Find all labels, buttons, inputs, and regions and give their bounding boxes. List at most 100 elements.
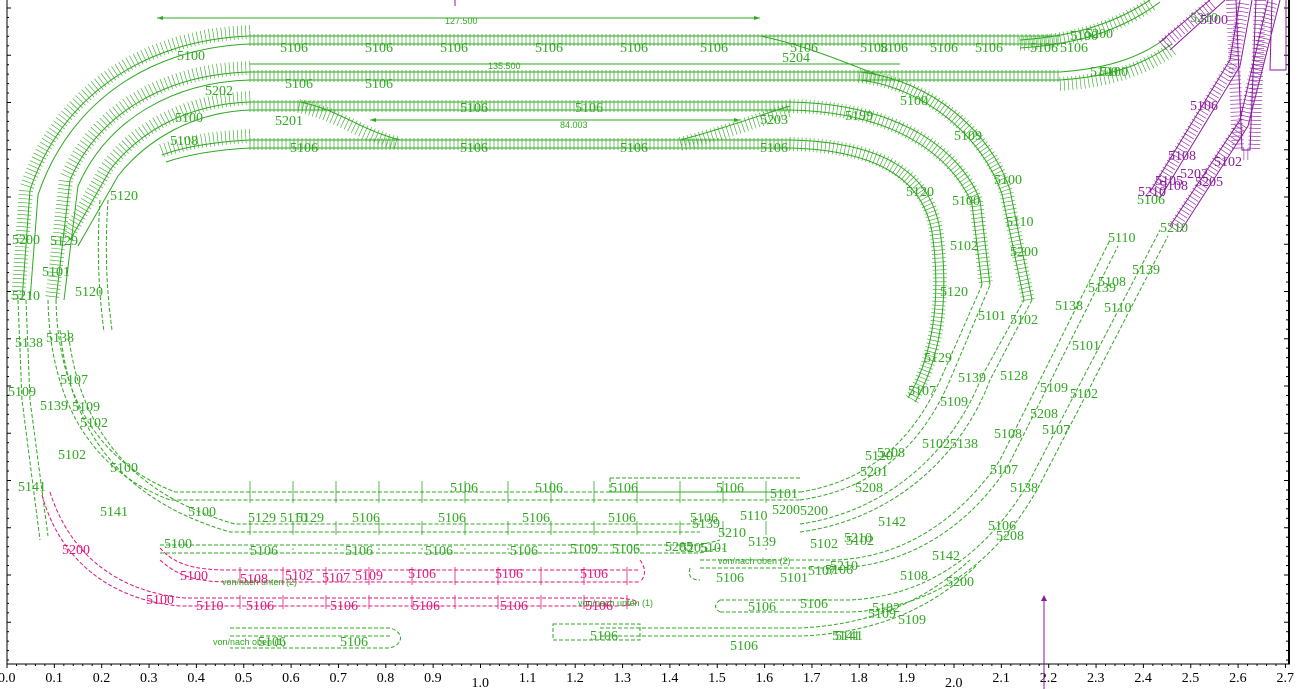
part-number-label: 5106: [825, 563, 853, 578]
part-number-label: 5202: [1180, 167, 1208, 182]
part-number-label: 5106: [285, 77, 313, 92]
part-number-label: 5102: [950, 239, 978, 254]
part-number-label: 5100: [164, 537, 192, 552]
part-number-label: 5100: [146, 593, 174, 608]
part-number-label: 5102: [58, 448, 86, 463]
part-number-label: 5141: [832, 629, 860, 644]
x-axis-tick-label: 2.5: [1182, 671, 1200, 686]
part-number-label: 5139: [1088, 281, 1116, 296]
lower-level-tracks: [17, 199, 1169, 649]
part-number-label: 5106: [620, 41, 648, 56]
x-axis-tick-label: 0.1: [45, 671, 63, 686]
part-number-label: 5106: [522, 511, 550, 526]
part-number-label: 5106: [716, 481, 744, 496]
part-number-label: 5120: [110, 189, 138, 204]
part-number-label: 5110: [1104, 301, 1131, 316]
part-number-label: 5108: [170, 134, 198, 149]
x-axis-tick-label: 2.0: [945, 676, 963, 689]
part-number-label: 5208: [877, 446, 905, 461]
part-number-label: 5102: [1010, 313, 1038, 328]
part-number-label: 5102: [285, 569, 313, 584]
part-number-label: 5105: [1155, 174, 1183, 189]
part-number-label: 5106: [610, 481, 638, 496]
x-axis-tick-label: 0.6: [282, 671, 300, 686]
part-number-label: 5110: [1108, 231, 1135, 246]
part-number-label: 5100: [180, 569, 208, 584]
part-number-label: 5138: [1010, 481, 1038, 496]
part-number-label: 5108: [240, 572, 268, 587]
part-number-label: 5106: [460, 141, 488, 156]
part-number-label: 5106: [495, 567, 523, 582]
part-number-label: 5208: [1030, 407, 1058, 422]
part-number-label: 5108: [1160, 179, 1188, 194]
part-number-label: 5107: [322, 571, 350, 586]
part-number-label: 5101: [780, 571, 808, 586]
part-number-label: 5107: [990, 463, 1018, 478]
part-number-label: 5204: [782, 51, 810, 66]
x-axis-tick-label: 0.3: [140, 671, 158, 686]
part-number-label: 5100: [900, 94, 928, 109]
dimension-label: 84.003: [560, 120, 588, 130]
part-number-label: 5210: [844, 531, 872, 546]
part-number-label: 5138: [15, 336, 43, 351]
part-number-label: 5109: [898, 613, 926, 628]
part-number-label: 5110: [1006, 215, 1033, 230]
part-number-label: 5201: [275, 114, 303, 129]
part-number-label: 5101: [770, 487, 798, 502]
part-number-label: 5128: [1000, 369, 1028, 384]
part-number-label: 5199: [845, 109, 873, 124]
part-number-label: 5106: [620, 141, 648, 156]
part-number-label: 5106: [408, 567, 436, 582]
x-axis-tick-label: 0.0: [0, 671, 16, 686]
part-number-label: 5205: [665, 540, 693, 555]
part-number-label: 5141: [100, 505, 128, 520]
x-axis-tick-label: 1.3: [614, 671, 632, 686]
part-number-label: 5106: [716, 571, 744, 586]
dimension-label: 127.500: [445, 16, 478, 26]
part-number-label: 5106: [880, 41, 908, 56]
part-number-label: 5102: [1214, 155, 1242, 170]
part-number-label: 5102: [872, 601, 900, 616]
x-axis-tick-label: 1.4: [661, 671, 679, 686]
part-number-label: 5106: [500, 599, 528, 614]
part-number-label: 5106: [258, 635, 286, 650]
part-number-label: 5210: [718, 526, 746, 541]
part-number-label: 5139: [1132, 263, 1160, 278]
part-number-label: 5101: [42, 265, 70, 280]
purple-ramp-tracks: [454, 0, 1287, 689]
part-number-label: 5210: [12, 289, 40, 304]
part-number-label: 5109: [868, 607, 896, 622]
part-number-label: 5107: [60, 373, 88, 388]
part-number-label: 5101: [700, 541, 728, 556]
part-number-label: 5106: [412, 599, 440, 614]
part-number-label: 5102: [922, 437, 950, 452]
part-number-label: 5106: [585, 599, 613, 614]
part-number-label: 5110: [196, 599, 223, 614]
x-axis-tick-label: 2.6: [1229, 671, 1247, 686]
part-number-label: 5142: [878, 515, 906, 530]
part-number-label: 5106: [438, 511, 466, 526]
part-number-label: 5106: [730, 639, 758, 654]
x-axis-tick-label: 1.5: [708, 671, 726, 686]
x-axis-tick-label: 1.1: [519, 671, 537, 686]
x-axis-tick-label: 2.1: [992, 671, 1010, 686]
x-axis-tick-label: 2.4: [1134, 671, 1152, 686]
part-number-label: 5106: [988, 519, 1016, 534]
part-number-label: 5106: [290, 141, 318, 156]
part-number-label: 5101: [1072, 339, 1100, 354]
connector-label: von/nach oben (1): [213, 637, 286, 647]
x-axis-tick-label: 0.8: [377, 671, 395, 686]
part-number-label: 5106: [1137, 193, 1165, 208]
part-number-label: 5102: [846, 534, 874, 549]
part-number-label: 5202: [205, 84, 233, 99]
part-number-label: 5129: [50, 234, 78, 249]
part-number-label: 5106: [450, 481, 478, 496]
part-number-label: 5108: [900, 569, 928, 584]
part-number-label: 5106: [1060, 41, 1088, 56]
part-number-label: 5100: [175, 111, 203, 126]
part-number-label: 5142: [932, 549, 960, 564]
part-number-label: 5106: [1190, 99, 1218, 114]
x-axis-tick-label: 2.2: [1040, 671, 1058, 686]
